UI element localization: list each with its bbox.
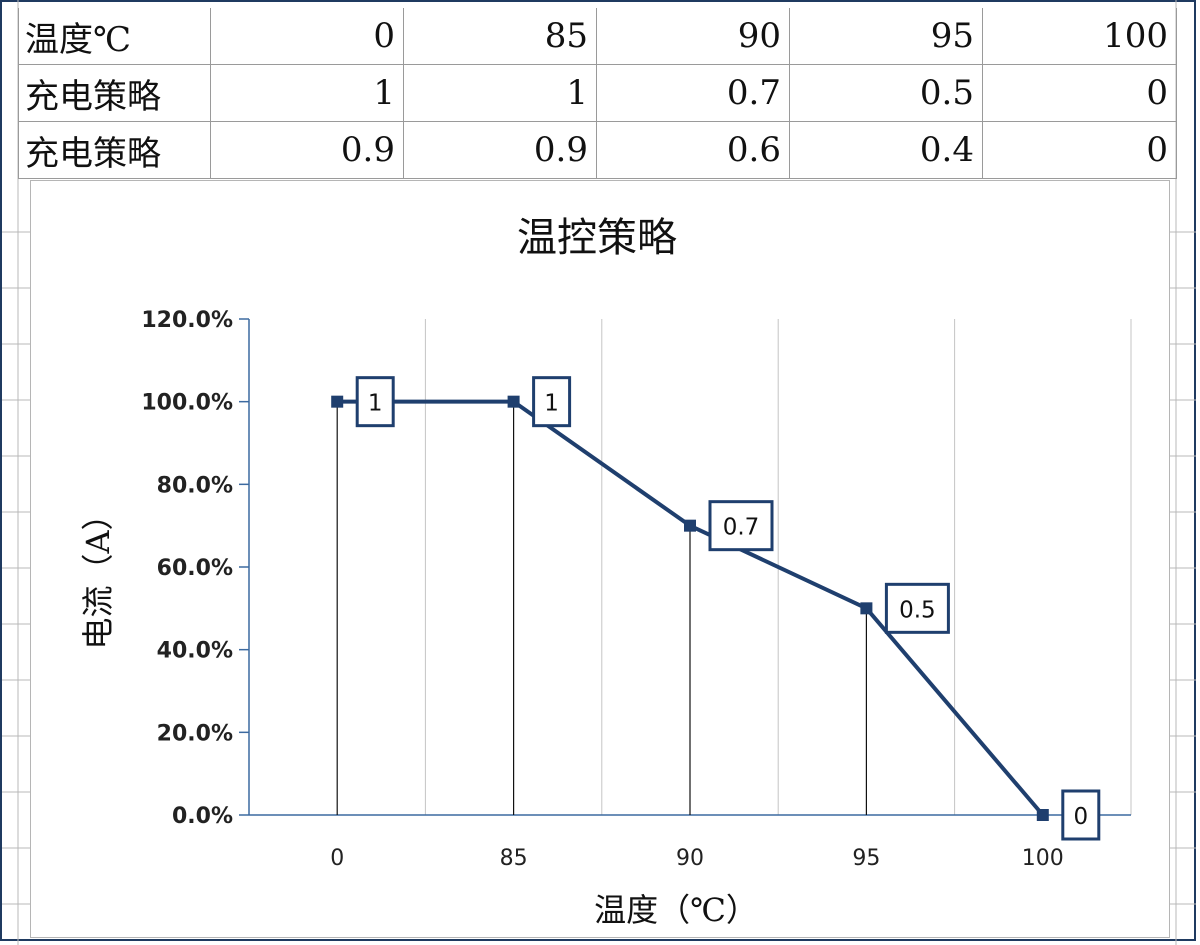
table-cell[interactable]: 0 [982,121,1177,179]
data-label: 1 [368,391,383,417]
table-cell[interactable]: 85 [403,8,597,65]
table-cell[interactable]: 100 [982,8,1177,65]
chart-panel[interactable]: 温控策略 电流（A） 温度（℃） 0.0% 20.0% 40.0% 60.0% 80.0… [30,180,1170,938]
data-point [860,602,873,615]
data-label: 0 [1073,804,1088,830]
y-tick-label: 120.0% [141,308,233,333]
y-tick-label: 40.0% [157,639,233,664]
x-tick-label: 90 [676,846,704,871]
table-cell[interactable]: 1 [210,64,404,122]
table-cell[interactable]: 0.5 [789,64,983,122]
table-cell[interactable]: 0.9 [403,121,597,179]
table-row-temperature: 温度℃ 0 85 90 95 100 [18,8,1177,65]
row-header[interactable]: 温度℃ [18,8,211,65]
data-label-box [1061,789,1101,841]
data-table: 温度℃ 0 85 90 95 100 充电策略 1 1 0.7 0.5 0 充电… [18,8,1177,179]
chart-title: 温控策略 [517,215,677,261]
table-cell[interactable]: 95 [789,8,983,65]
y-axis-label: 电流（A） [79,498,117,649]
y-tick-label: 0.0% [172,804,233,829]
table-cell[interactable]: 0 [210,8,404,65]
y-tick-label: 80.0% [157,473,233,498]
y-tick-label: 20.0% [157,721,233,746]
row-header[interactable]: 充电策略 [18,64,211,122]
table-row-strategy-1: 充电策略 1 1 0.7 0.5 0 [18,64,1177,122]
data-label-box [884,582,950,634]
x-axis-label: 温度（℃） [594,891,758,929]
data-point [507,395,520,408]
table-row-strategy-2: 充电策略 0.9 0.9 0.6 0.4 0 [18,121,1177,179]
table-cell[interactable]: 0 [982,64,1177,122]
line-chart: 温控策略 电流（A） 温度（℃） 0.0% 20.0% 40.0% 60.0% 80.0… [79,215,1132,929]
table-cell[interactable]: 0.9 [210,121,404,179]
data-point [1036,809,1049,821]
table-cell[interactable]: 1 [403,64,597,122]
y-tick-label: 60.0% [157,556,233,581]
x-tick-label: 85 [500,846,528,871]
data-point [331,395,344,408]
data-label: 0.7 [723,515,760,541]
table-cell[interactable]: 0.7 [596,64,790,122]
data-label: 1 [544,391,559,417]
row-header[interactable]: 充电策略 [18,121,211,179]
x-tick-label: 0 [330,846,344,871]
data-label-box [532,376,572,428]
data-point [684,519,696,532]
data-label-box [708,500,774,552]
x-tick-label: 100 [1022,846,1064,871]
y-tick-label: 100.0% [141,391,233,416]
data-label-box [355,376,395,428]
table-cell[interactable]: 90 [596,8,790,65]
data-label: 0.5 [899,597,936,623]
table-cell[interactable]: 0.6 [596,121,790,179]
table-cell[interactable]: 0.4 [789,121,983,179]
x-tick-label: 95 [852,846,880,871]
